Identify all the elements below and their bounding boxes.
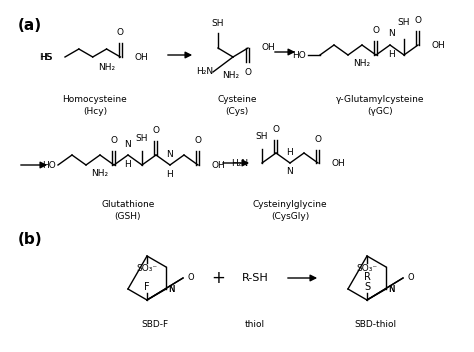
- Text: O: O: [408, 274, 415, 283]
- Text: thiol: thiol: [245, 320, 265, 329]
- Text: NH₂: NH₂: [222, 71, 239, 80]
- Text: SH: SH: [398, 18, 410, 27]
- Text: R-SH: R-SH: [242, 273, 268, 283]
- Text: N: N: [388, 284, 394, 294]
- Text: OH: OH: [432, 40, 446, 50]
- Text: Glutathione: Glutathione: [101, 200, 155, 209]
- Text: N: N: [287, 167, 293, 176]
- Text: NH₂: NH₂: [98, 63, 115, 72]
- Text: O: O: [194, 136, 201, 145]
- Text: SH: SH: [256, 132, 268, 141]
- Text: N: N: [389, 29, 395, 38]
- Text: HO: HO: [292, 50, 306, 59]
- Text: O: O: [414, 16, 421, 25]
- Text: HS: HS: [39, 52, 52, 62]
- Text: F: F: [144, 282, 150, 292]
- Text: H: H: [287, 148, 293, 157]
- Text: H₂N: H₂N: [196, 68, 213, 76]
- Text: OH: OH: [135, 52, 148, 62]
- Text: N: N: [167, 150, 173, 159]
- Text: (a): (a): [18, 18, 42, 33]
- Text: O: O: [188, 274, 195, 283]
- Text: H: H: [389, 50, 395, 59]
- Text: O: O: [373, 26, 380, 35]
- Text: H: H: [167, 170, 173, 179]
- Text: SH: SH: [136, 134, 148, 143]
- Text: H₂N: H₂N: [231, 158, 248, 168]
- Text: SH: SH: [212, 19, 224, 28]
- Text: OH: OH: [212, 161, 226, 170]
- Text: N: N: [388, 284, 394, 294]
- Text: Homocysteine: Homocysteine: [63, 95, 128, 104]
- Text: Cysteine: Cysteine: [217, 95, 257, 104]
- Text: S: S: [364, 282, 370, 292]
- Text: N: N: [125, 140, 131, 149]
- Text: N: N: [168, 284, 174, 294]
- Text: SO₃⁻: SO₃⁻: [356, 264, 378, 273]
- Text: (b): (b): [18, 232, 43, 247]
- Text: O: O: [273, 125, 280, 134]
- Text: (CysGly): (CysGly): [271, 212, 309, 221]
- Text: Cysteinylglycine: Cysteinylglycine: [253, 200, 328, 209]
- Text: O: O: [117, 28, 124, 37]
- Text: (GSH): (GSH): [115, 212, 141, 221]
- Text: H: H: [125, 160, 131, 169]
- Text: O: O: [153, 126, 159, 135]
- Text: (γGC): (γGC): [367, 107, 393, 116]
- Text: +: +: [211, 269, 225, 287]
- Text: O: O: [245, 68, 252, 77]
- Text: SO₃⁻: SO₃⁻: [137, 264, 157, 273]
- Text: O: O: [110, 136, 118, 145]
- Text: NH₂: NH₂: [354, 59, 371, 68]
- Text: SBD-F: SBD-F: [141, 320, 169, 329]
- Text: SBD-thiol: SBD-thiol: [354, 320, 396, 329]
- Text: OH: OH: [332, 158, 346, 168]
- Text: HS: HS: [40, 52, 53, 62]
- Text: NH₂: NH₂: [91, 169, 109, 178]
- Text: (Hcy): (Hcy): [83, 107, 107, 116]
- Text: N: N: [168, 284, 174, 294]
- Text: OH: OH: [262, 44, 276, 52]
- Text: (Cys): (Cys): [225, 107, 249, 116]
- Text: O: O: [315, 135, 321, 144]
- Text: R: R: [364, 272, 371, 282]
- Text: γ-Glutamylcysteine: γ-Glutamylcysteine: [336, 95, 424, 104]
- Text: HO: HO: [42, 161, 56, 170]
